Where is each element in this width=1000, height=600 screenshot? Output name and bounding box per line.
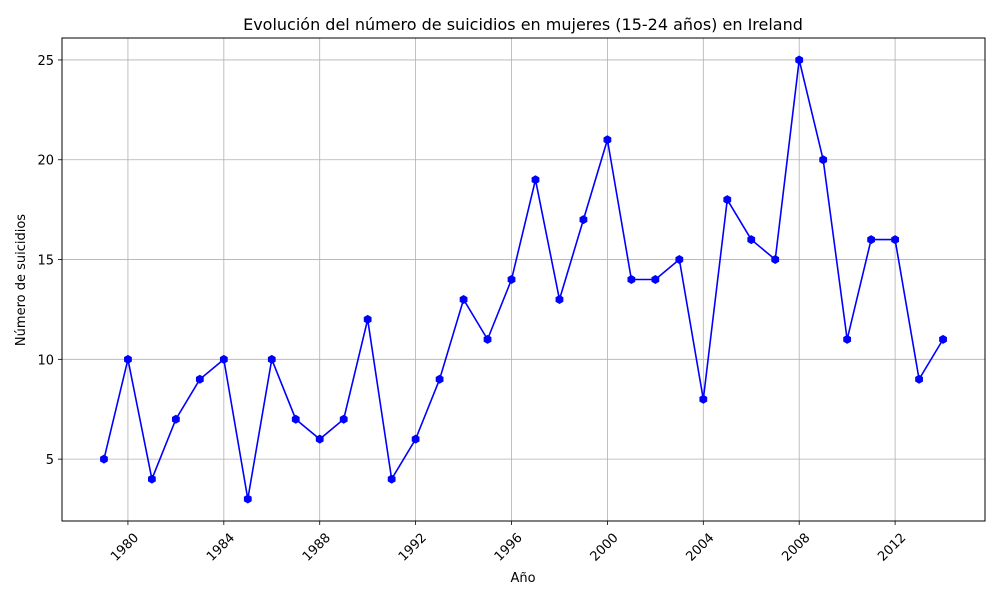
data-point (435, 374, 444, 384)
data-point (195, 374, 204, 384)
data-point (795, 55, 804, 65)
data-point (555, 294, 564, 304)
data-point (627, 275, 636, 284)
data-point (771, 255, 780, 265)
data-point (843, 334, 852, 344)
data-series (100, 55, 947, 504)
data-point (363, 314, 372, 324)
data-point (459, 294, 468, 304)
data-point (699, 394, 708, 404)
data-point (603, 135, 612, 145)
data-point (171, 414, 180, 424)
data-point (411, 434, 420, 444)
data-point (483, 334, 492, 344)
data-point (939, 334, 947, 344)
series-line (103, 59, 944, 500)
data-point (675, 255, 684, 265)
data-point (507, 275, 516, 284)
data-point (867, 235, 876, 245)
plot-frame (61, 37, 986, 522)
data-point (124, 354, 132, 364)
data-point (219, 354, 228, 364)
y-axis-label: Número de suicidios (14, 214, 29, 346)
data-point (891, 235, 899, 245)
data-point (339, 414, 348, 424)
grid (62, 38, 985, 521)
data-point (579, 215, 588, 225)
data-point (315, 434, 324, 444)
x-axis-label: Año (510, 571, 535, 586)
data-point (651, 275, 660, 284)
data-point (747, 235, 756, 245)
data-point (291, 414, 300, 424)
y-tick-label: 15 (37, 254, 54, 269)
y-tick-label: 5 (46, 453, 54, 468)
y-tick-label: 20 (37, 154, 54, 169)
y-axis: 5 10 15 20 25 (37, 54, 62, 468)
data-point (915, 374, 923, 384)
y-tick-label: 10 (37, 353, 54, 368)
data-point (243, 494, 252, 504)
data-point (819, 155, 828, 165)
data-point (387, 474, 396, 484)
data-point (100, 454, 108, 464)
data-point (531, 175, 540, 185)
chart-title: Evolución del número de suicidios en muj… (243, 15, 803, 34)
data-point (267, 354, 276, 364)
data-point (723, 195, 732, 205)
data-point (148, 474, 156, 484)
y-tick-label: 25 (37, 54, 54, 69)
